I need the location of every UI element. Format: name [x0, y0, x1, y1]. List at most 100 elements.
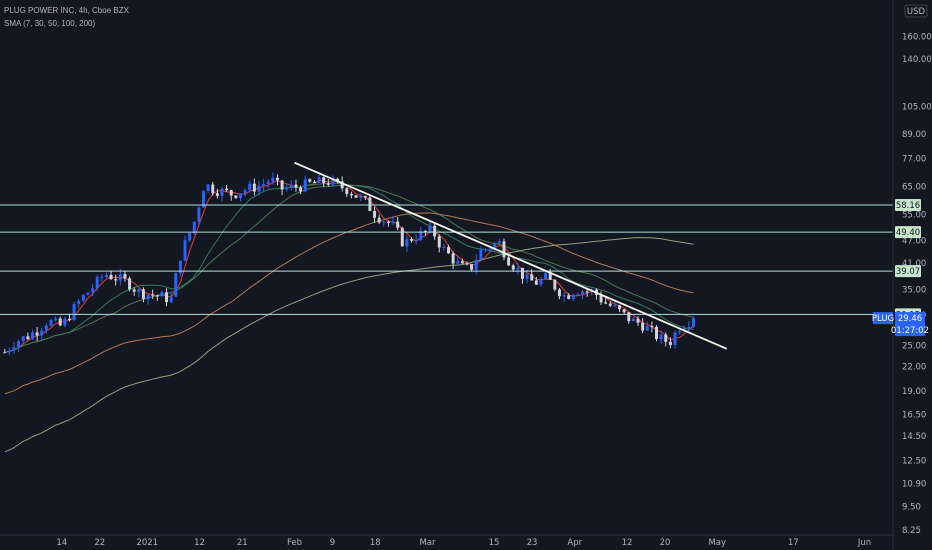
candle-body — [465, 263, 469, 265]
candle-body — [275, 177, 279, 181]
candle-body — [160, 292, 164, 297]
candle-body — [511, 265, 515, 270]
candle-body — [419, 230, 423, 240]
symbol-tag-label: PLUG — [872, 314, 894, 324]
level-tag-label: 49.40 — [896, 228, 920, 238]
x-tick-label: 9 — [330, 538, 335, 548]
candle-body — [248, 183, 252, 191]
candle-body — [54, 318, 58, 321]
candle-body — [655, 326, 659, 340]
candle-body — [571, 294, 575, 299]
candle-body — [664, 334, 668, 342]
candle-body — [349, 193, 353, 196]
candle-body — [645, 326, 649, 331]
candle-body — [225, 188, 229, 191]
candle-body — [239, 193, 242, 198]
symbol-title[interactable]: PLUG POWER INC, 4h, Cboe BZX — [4, 6, 129, 15]
candle-body — [668, 341, 672, 345]
candle-body — [451, 253, 455, 264]
x-tick-label: 14 — [56, 538, 67, 548]
y-tick-label: 65.00 — [902, 182, 926, 192]
candle-body — [289, 184, 293, 188]
current-price-tag — [895, 312, 925, 337]
candle-body — [262, 184, 266, 186]
candle-body — [326, 183, 330, 185]
candle-body — [470, 264, 474, 270]
candle-body — [377, 217, 381, 223]
candle-body — [331, 178, 335, 185]
candles — [3, 172, 695, 356]
candle-body — [488, 248, 492, 250]
candle-body — [567, 295, 571, 299]
y-tick-label: 9.50 — [902, 502, 921, 512]
candle-body — [252, 183, 256, 192]
candle-body — [312, 181, 316, 183]
candle-body — [123, 274, 127, 279]
candle-body — [91, 288, 95, 293]
candle-body — [692, 318, 695, 327]
candle-body — [557, 289, 561, 297]
candle-body — [520, 267, 524, 279]
x-tick-label: May — [708, 538, 726, 548]
candle-body — [72, 304, 76, 320]
candle-body — [516, 267, 520, 270]
candle-body — [178, 260, 182, 274]
candle-body — [128, 278, 132, 290]
candle-body — [539, 278, 543, 285]
candle-body — [30, 332, 34, 340]
candle-body — [497, 241, 501, 244]
indicator-legend[interactable]: SMA (7, 30, 50, 100, 200) — [4, 19, 96, 28]
currency-badge — [904, 4, 928, 18]
x-tick-label: Mar — [419, 538, 436, 548]
trendline — [294, 161, 728, 350]
candle-body — [576, 294, 580, 296]
candle-body — [229, 190, 233, 196]
candle-body — [280, 180, 284, 190]
candle-body — [474, 259, 478, 270]
level-tag — [895, 226, 921, 239]
candle-body — [141, 289, 145, 299]
candle-body — [382, 221, 386, 223]
candle-body — [3, 352, 7, 354]
candle-body — [687, 326, 691, 329]
sma-line — [4, 184, 694, 353]
candle-body — [608, 303, 612, 306]
sma-line — [4, 237, 694, 453]
y-tick-label: 12.50 — [902, 457, 926, 467]
candle-body — [493, 243, 497, 249]
y-tick-label: 22.00 — [902, 363, 926, 373]
time-axis: 14 22 2021 12 21 Feb 9 18 Mar 15 23 Apr 12 20 May 17 Jun — [0, 534, 893, 548]
candle-body — [303, 179, 307, 192]
candle-body — [599, 295, 603, 303]
candle-body — [345, 188, 349, 194]
candle-body — [483, 249, 487, 251]
candle-body — [673, 332, 677, 345]
candle-body — [202, 191, 206, 208]
horizontal-levels — [0, 204, 893, 315]
candle-body — [618, 305, 622, 310]
candle-body — [553, 279, 557, 290]
candle-body — [410, 239, 414, 241]
candle-body — [285, 187, 289, 190]
x-tick-label: Feb — [287, 538, 302, 548]
candle-body — [548, 273, 552, 280]
candle-body — [12, 347, 16, 351]
candle-body — [146, 294, 150, 299]
x-tick-label: 17 — [788, 538, 799, 548]
candle-body — [63, 318, 67, 326]
y-tick-label: 77.00 — [902, 154, 926, 164]
candle-body — [322, 177, 326, 184]
candle-body — [17, 341, 21, 348]
candle-body — [35, 332, 39, 336]
candle-body — [155, 295, 159, 297]
candle-body — [294, 184, 298, 188]
candle-body — [104, 274, 108, 277]
candle-body — [386, 221, 390, 224]
candle-body — [137, 289, 141, 292]
candle-body — [396, 221, 400, 228]
y-tick-label: 16.50 — [902, 411, 926, 421]
candle-body — [627, 312, 631, 322]
candle-body — [188, 232, 192, 241]
candle-body — [44, 325, 48, 331]
